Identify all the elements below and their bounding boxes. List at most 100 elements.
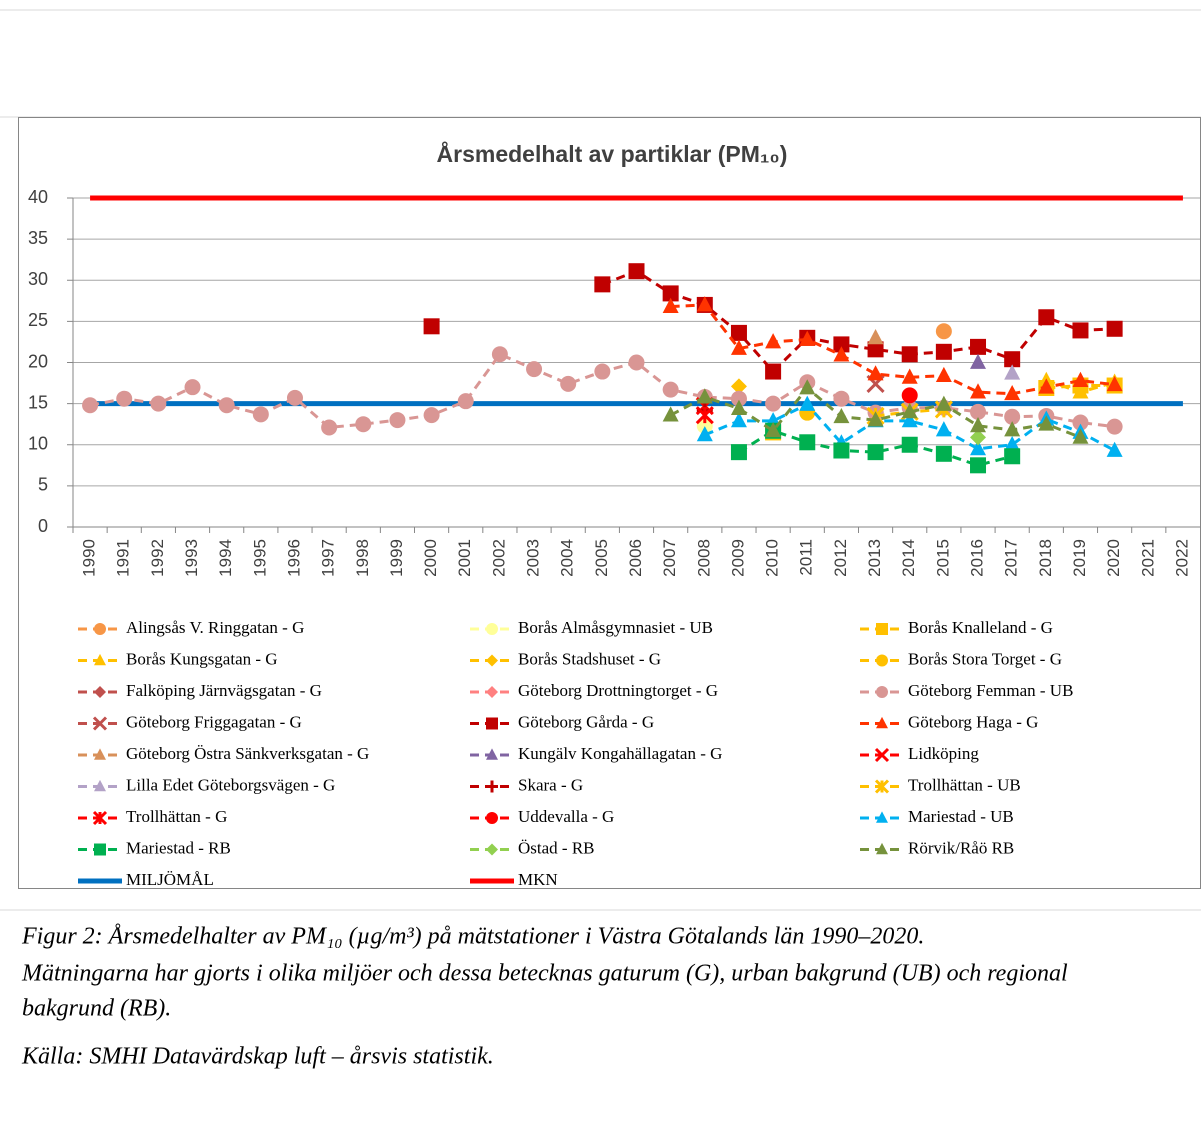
x-tick-label: 2001 bbox=[455, 539, 474, 577]
marker bbox=[526, 361, 543, 378]
marker bbox=[935, 421, 952, 437]
marker bbox=[286, 389, 303, 406]
marker bbox=[970, 440, 987, 456]
marker bbox=[218, 397, 235, 414]
y-tick-label: 35 bbox=[28, 228, 48, 248]
marker bbox=[730, 324, 747, 341]
marker bbox=[833, 442, 850, 459]
marker bbox=[799, 379, 816, 395]
marker bbox=[833, 336, 850, 353]
marker bbox=[867, 444, 884, 461]
marker bbox=[867, 341, 884, 358]
caption-line: Figur 2: Årsmedelhalter av PM₁₀ (µg/m³) … bbox=[21, 924, 924, 950]
legend-item: Borås Kungsgatan - G bbox=[78, 649, 278, 668]
x-tick-label: 1990 bbox=[80, 539, 99, 577]
marker bbox=[628, 263, 645, 280]
marker bbox=[876, 686, 888, 698]
x-tick-label: 2008 bbox=[694, 539, 713, 577]
x-tick-label: 2002 bbox=[489, 539, 508, 577]
x-tick-label: 2018 bbox=[1036, 539, 1055, 577]
marker bbox=[560, 375, 577, 392]
marker bbox=[1004, 448, 1021, 465]
marker bbox=[730, 390, 747, 407]
x-tick-label: 2017 bbox=[1002, 539, 1021, 577]
legend-item: Lilla Edet Göteborgsvägen - G bbox=[78, 775, 335, 794]
marker bbox=[876, 716, 888, 729]
marker bbox=[1038, 309, 1055, 326]
marker bbox=[486, 654, 498, 667]
legend-label: Göteborg Drottningtorget - G bbox=[518, 681, 718, 700]
marker bbox=[970, 338, 987, 355]
legend-label: Göteborg Haga - G bbox=[908, 712, 1038, 731]
marker bbox=[1072, 414, 1089, 431]
marker bbox=[1004, 351, 1021, 368]
legend-item: Skara - G bbox=[470, 775, 583, 794]
marker bbox=[321, 419, 338, 436]
marker bbox=[491, 346, 508, 363]
marker bbox=[628, 354, 645, 371]
legend-item: Mariestad - RB bbox=[78, 838, 231, 857]
marker bbox=[901, 403, 918, 419]
marker bbox=[1004, 408, 1021, 425]
legend-item: Göteborg Friggagatan - G bbox=[78, 712, 302, 731]
marker bbox=[765, 421, 782, 438]
x-tick-label: 2010 bbox=[763, 539, 782, 577]
series-line bbox=[670, 303, 1115, 396]
caption-line: Mätningarna har gjorts i olika miljöer o… bbox=[21, 961, 1068, 987]
marker bbox=[970, 403, 987, 420]
marker bbox=[594, 276, 611, 293]
marker bbox=[1106, 320, 1123, 337]
marker bbox=[389, 412, 406, 429]
x-tick-label: 1997 bbox=[319, 539, 338, 577]
legend-label: MKN bbox=[518, 870, 558, 889]
chart-border bbox=[18, 117, 1201, 889]
marker bbox=[696, 417, 713, 434]
x-tick-label: 1992 bbox=[148, 539, 167, 577]
marker bbox=[662, 406, 679, 422]
marker bbox=[94, 623, 106, 635]
marker bbox=[594, 363, 611, 380]
marker bbox=[1106, 375, 1123, 392]
marker bbox=[876, 654, 888, 667]
marker bbox=[901, 387, 918, 404]
legend-label: Göteborg Östra Sänkverksgatan - G bbox=[126, 744, 369, 763]
marker bbox=[935, 343, 952, 360]
marker bbox=[730, 378, 747, 395]
marker bbox=[355, 416, 372, 433]
y-tick-label: 15 bbox=[28, 392, 48, 412]
legend-item: Falköping Järnvägsgatan - G bbox=[78, 681, 322, 700]
marker bbox=[833, 390, 850, 407]
legend-label: Borås Stora Torget - G bbox=[908, 649, 1062, 668]
marker bbox=[730, 339, 747, 355]
marker bbox=[486, 843, 498, 856]
marker bbox=[867, 329, 884, 345]
y-tick-label: 0 bbox=[38, 516, 48, 536]
marker bbox=[901, 368, 918, 384]
marker bbox=[82, 397, 99, 414]
marker bbox=[970, 353, 987, 369]
marker bbox=[730, 412, 747, 428]
x-tick-label: 2019 bbox=[1070, 539, 1089, 577]
legend-label: Lidköping bbox=[908, 744, 979, 763]
x-tick-label: 2007 bbox=[660, 539, 679, 577]
marker bbox=[876, 842, 888, 855]
marker bbox=[116, 390, 133, 407]
legend-item: Göteborg Östra Sänkverksgatan - G bbox=[78, 744, 369, 763]
legend-label: Skara - G bbox=[518, 775, 583, 794]
legend-label: Mariestad - RB bbox=[126, 838, 231, 857]
marker bbox=[184, 379, 201, 396]
marker bbox=[1106, 441, 1123, 457]
legend-item: Göteborg Gårda - G bbox=[470, 712, 654, 731]
x-tick-label: 2020 bbox=[1104, 539, 1123, 577]
marker bbox=[486, 780, 498, 793]
x-tick-label: 2000 bbox=[421, 539, 440, 577]
marker bbox=[935, 366, 952, 383]
marker bbox=[799, 434, 816, 451]
marker bbox=[423, 318, 440, 335]
legend-label: Alingsås V. Ringgatan - G bbox=[126, 618, 304, 637]
x-tick-label: 2016 bbox=[967, 539, 986, 577]
marker bbox=[970, 417, 987, 433]
marker bbox=[765, 395, 782, 412]
marker bbox=[1072, 371, 1089, 387]
marker bbox=[94, 779, 106, 792]
